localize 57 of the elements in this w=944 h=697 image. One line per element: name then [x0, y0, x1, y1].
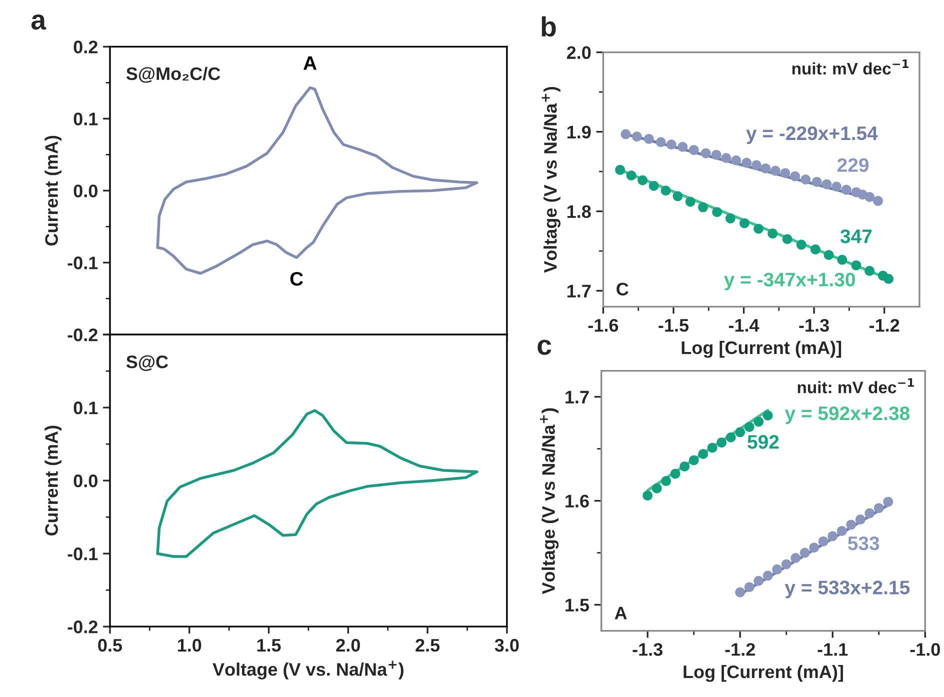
- series-label: y = -347x+1.30: [724, 272, 855, 290]
- annotation: nuit: mV dec$^{−1}$: [792, 60, 909, 75]
- text: b: [542, 16, 556, 37]
- annotation: A: [614, 606, 627, 620]
- x-tick-label: -1.5: [658, 319, 689, 332]
- x-tick-label: -1.3: [632, 643, 662, 656]
- y-tick-label: 1.9: [567, 126, 591, 138]
- x-tick-label: 3.0: [494, 638, 519, 652]
- y-tick-label: 1.8: [567, 205, 591, 218]
- series-label: y = -229x+1.54: [746, 126, 878, 144]
- annotation: C: [616, 282, 628, 296]
- y-tick-label: 1.5: [566, 598, 590, 612]
- y-tick-label: -0.1: [68, 256, 98, 270]
- x-tick-label: -1.4: [728, 319, 760, 332]
- x-tick-label: 0.5: [98, 638, 122, 652]
- y-tick-label: -0.2: [68, 328, 98, 342]
- x-axis-title: Log [Current (mA)]: [682, 340, 842, 358]
- text: a: [31, 14, 46, 30]
- text: c: [538, 340, 552, 355]
- y-tick-label: -0.2: [68, 620, 98, 634]
- x-tick-label: -1.3: [799, 318, 829, 332]
- annotation: C: [290, 272, 304, 286]
- y-tick-label: -0.1: [68, 548, 98, 560]
- series-label: 347: [840, 229, 872, 244]
- series-label: 533: [848, 536, 880, 550]
- series-label: 229: [838, 158, 869, 172]
- y-tick-label: 0.0: [74, 474, 98, 488]
- y-axis-title: Voltage (V vs Na/Na$^{+}$): [540, 408, 559, 594]
- annotation: S@C: [126, 355, 168, 371]
- annotation: A: [304, 56, 317, 70]
- x-tick-label: 1.0: [178, 638, 202, 652]
- y-tick-label: 2.0: [566, 46, 591, 59]
- series-label: 592: [748, 435, 779, 449]
- y-tick-label: 0.2: [74, 40, 98, 54]
- y-tick-label: 0.1: [74, 112, 98, 126]
- y-axis-title: Current (mA): [44, 136, 62, 246]
- y-tick-label: 0.1: [74, 402, 98, 414]
- x-axis-title: Log [Current (mA)]: [684, 664, 843, 682]
- x-tick-label: -1.2: [725, 643, 755, 656]
- series-label: y = 533x+2.15: [784, 580, 910, 598]
- y-axis-title: Current (mA): [44, 426, 62, 536]
- y-tick-label: 1.7: [567, 284, 591, 298]
- x-axis-title: Voltage (V vs. Na/Na$^{+}$): [212, 660, 404, 680]
- x-tick-label: -1.1: [818, 643, 848, 656]
- y-axis-title: Voltage (V vs Na/Na$^{+}$): [542, 86, 560, 273]
- annotation: nuit: mV dec$^{−1}$: [798, 378, 914, 394]
- x-tick-label: -1.2: [869, 318, 900, 332]
- x-tick-label: -1.6: [588, 318, 618, 332]
- x-tick-label: 1.5: [257, 639, 281, 652]
- y-tick-label: 1.6: [566, 494, 589, 508]
- y-tick-label: 1.7: [566, 390, 589, 404]
- x-tick-label: 2.0: [336, 638, 360, 652]
- x-tick-label: -1.0: [910, 643, 940, 656]
- annotation: S@Mo₂C/C: [126, 66, 220, 83]
- x-tick-label: 2.5: [416, 638, 440, 652]
- series-label: y = 592x+2.38: [784, 406, 910, 424]
- y-tick-label: 0.0: [74, 184, 98, 198]
